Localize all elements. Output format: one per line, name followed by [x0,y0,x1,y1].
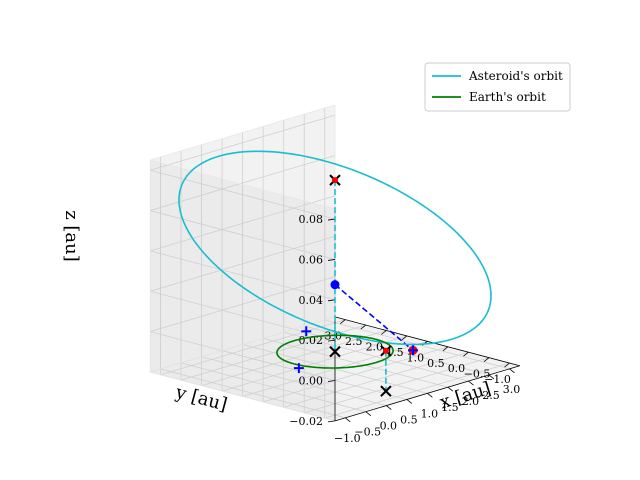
grid-line [150,114,336,171]
y-tick [483,357,490,362]
y-tick-label: 1.0 [407,351,425,364]
x-tick [386,405,392,410]
y-tick-label: −0.5 [464,368,491,381]
y-tick [401,335,408,341]
x-tick-label: 0.5 [400,413,418,426]
x-tick-label: 1.5 [441,401,459,414]
x-tick-label: 0.0 [380,420,398,433]
dot-marker [382,347,389,354]
x-marker [380,385,392,397]
z-tick [327,259,336,261]
z-tick-label: 0.08 [299,213,324,226]
pane-edge [150,316,336,373]
x-tick-label: 1.0 [421,407,439,420]
grid-line [150,331,336,381]
x-tick [488,374,495,380]
x-tick [345,417,351,423]
pane-edge [150,159,336,210]
x-tick [447,386,454,392]
z-tick [327,299,336,302]
x-tick-label: −1.0 [334,432,361,445]
z-tick-label: 0.02 [299,334,324,347]
z-tick-label: −0.02 [289,415,323,428]
grid-line [150,250,336,301]
plus-marker [408,345,419,356]
plus-marker [293,363,304,374]
dot-marker [330,280,340,290]
legend-box [424,62,571,112]
y-tick [360,324,367,330]
grid-line [160,319,346,376]
grid-line [150,276,336,333]
plus-marker [301,326,312,337]
dashed-line [334,284,414,351]
x-tick-label: 2.5 [482,389,500,402]
markers [293,174,419,397]
asteroid-orbit-line [178,150,492,346]
x-marker [329,345,341,358]
pane-edge [150,371,336,422]
legend-label: Earth's orbit [469,90,546,104]
y-tick [504,362,510,368]
legend-label: Asteroid's orbit [468,69,563,83]
dashed-guides [334,180,414,392]
pane-edge [150,104,336,161]
dot-marker [332,177,338,184]
x-tick-label: −0.5 [354,426,381,439]
x-tick [468,380,474,386]
x-tick [365,411,372,417]
z-tick-label: 0.04 [299,294,324,307]
z-tick [327,339,336,342]
y-tick [340,319,346,324]
y-tick [463,351,469,357]
y-tick [442,346,449,352]
y-tick-label: 0.0 [448,362,466,375]
z-axis-label: z [au] [61,210,82,262]
y-tick-label: 2.0 [366,341,384,354]
grid-line [150,195,336,252]
z-tick [327,420,336,423]
x-tick-label: 3.0 [503,383,521,396]
legend: Asteroid's orbit Earth's orbit [424,62,571,112]
z-tick [327,218,336,221]
x-tick-label: 2.0 [462,395,480,408]
grid-line [150,169,336,220]
grid-line [150,155,336,211]
z-tick-label: 0.00 [299,375,324,388]
z-tick-label: 0.06 [299,253,324,266]
grid-line [150,210,336,260]
x-tick [427,393,433,398]
y-tick-label: 0.5 [427,357,445,370]
x-tick [509,368,515,374]
grid-line [150,235,336,292]
y-tick [381,330,387,335]
x-tick [406,399,413,404]
z-tick [327,380,336,382]
